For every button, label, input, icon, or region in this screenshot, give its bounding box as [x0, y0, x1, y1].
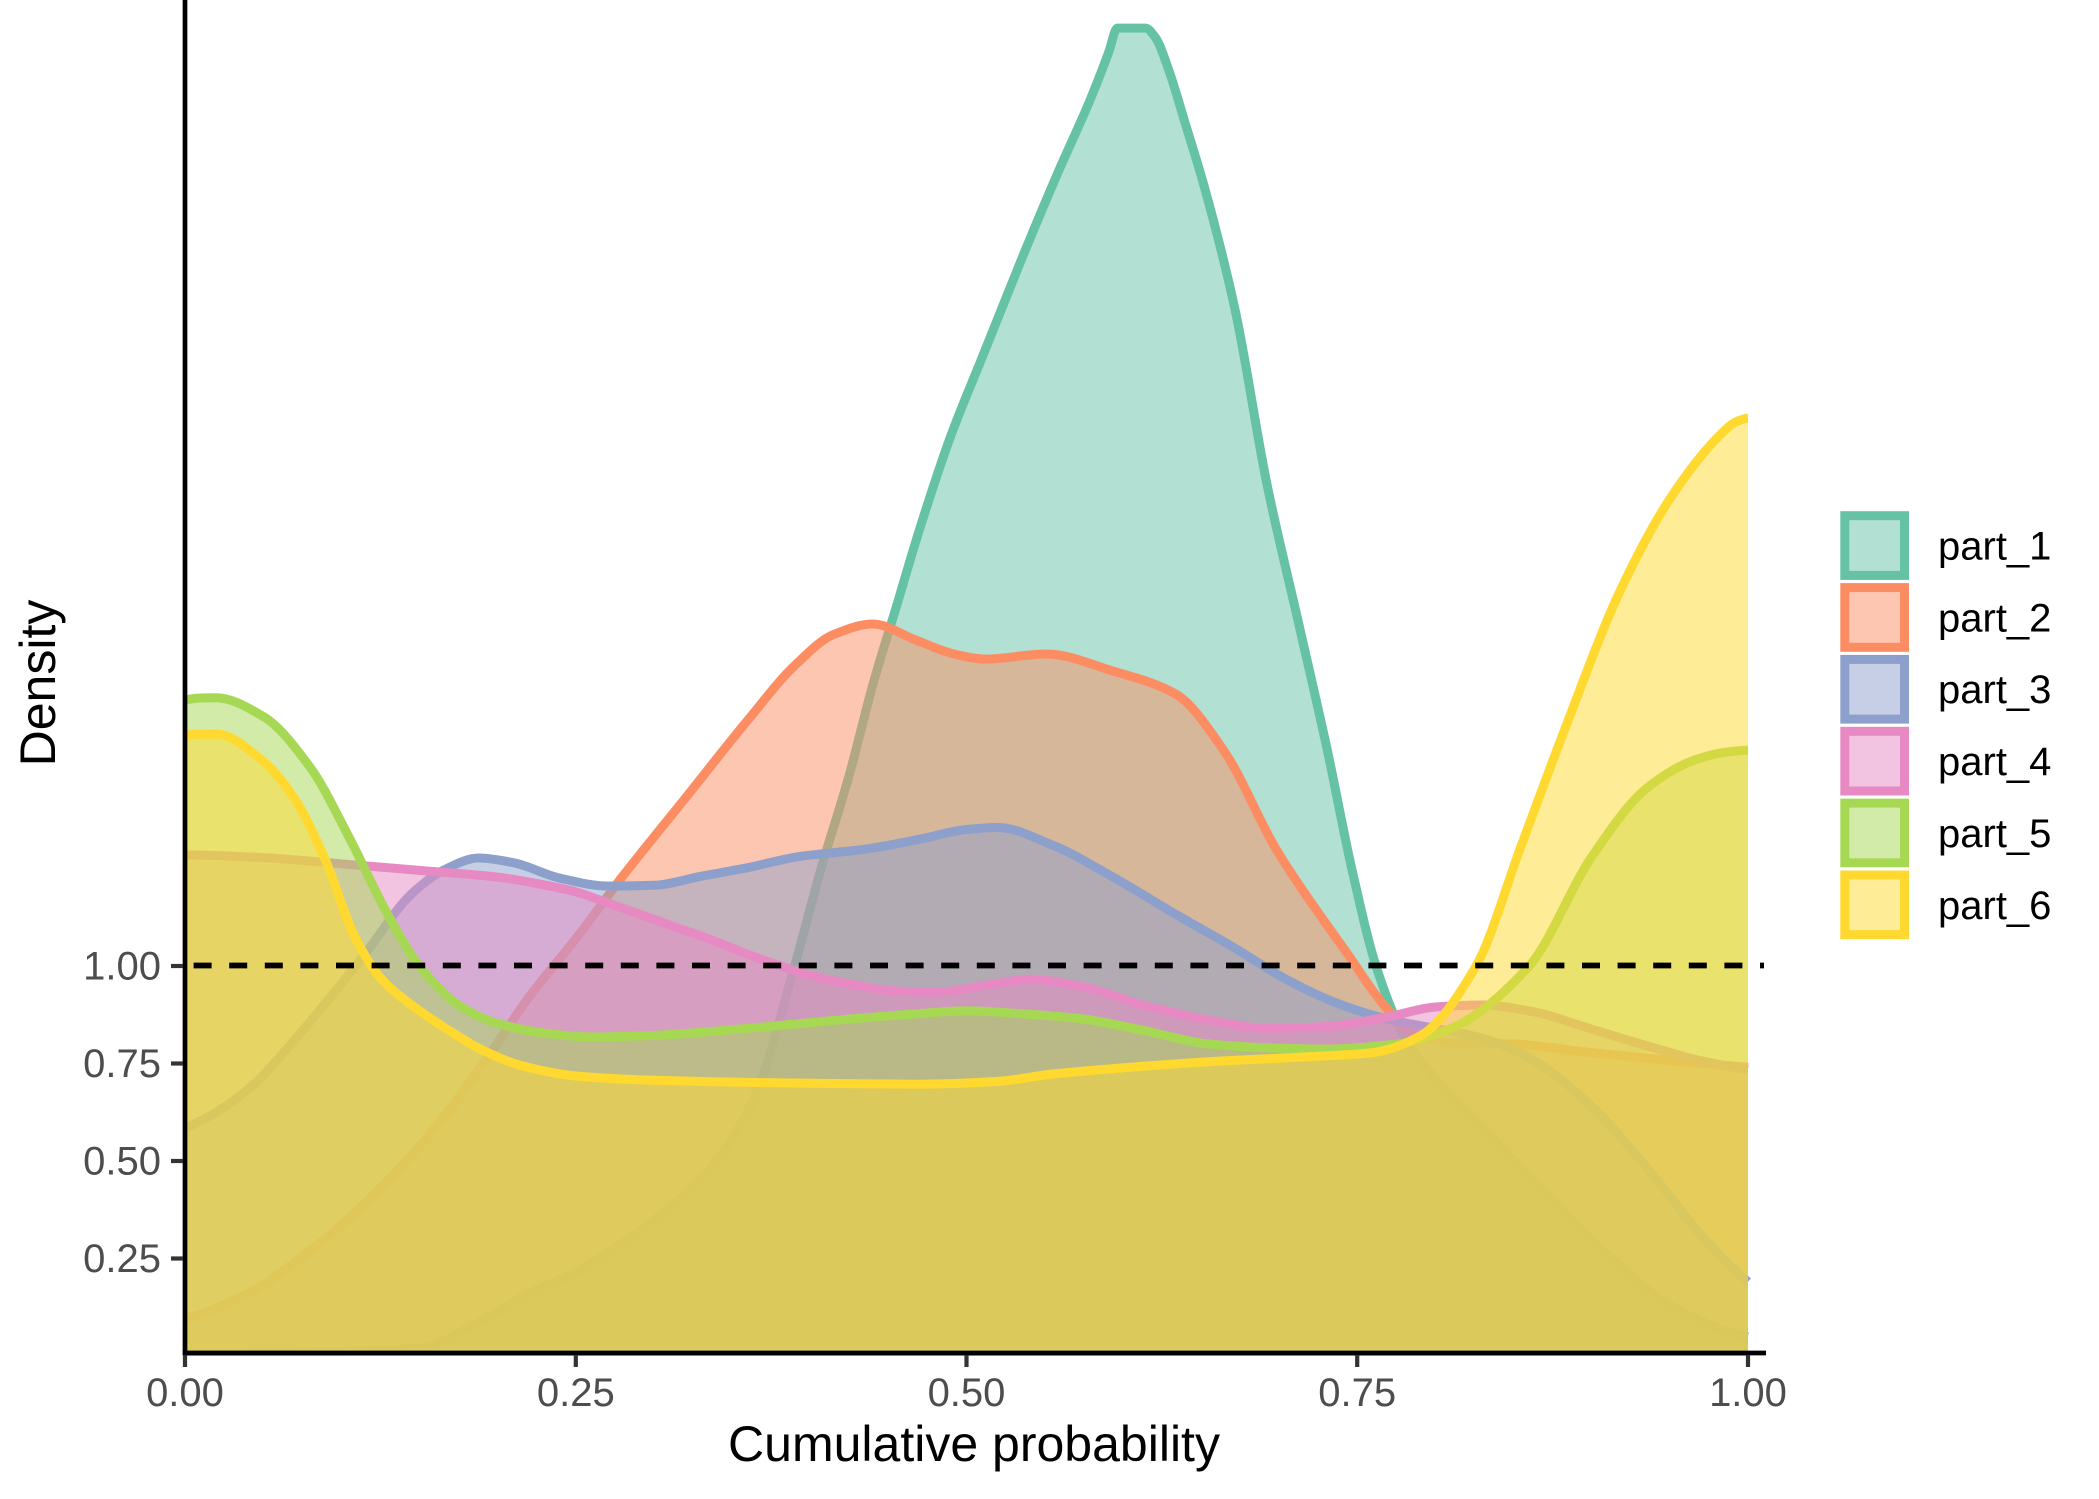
- svg-text:0.50: 0.50: [83, 1140, 161, 1184]
- svg-text:0.75: 0.75: [1318, 1371, 1396, 1415]
- svg-text:0.00: 0.00: [146, 1371, 224, 1415]
- svg-text:0.75: 0.75: [83, 1042, 161, 1086]
- svg-text:0.25: 0.25: [83, 1237, 161, 1281]
- svg-text:1.00: 1.00: [1709, 1371, 1787, 1415]
- svg-text:0.50: 0.50: [928, 1371, 1006, 1415]
- svg-text:part_3: part_3: [1938, 668, 2051, 712]
- svg-text:part_1: part_1: [1938, 525, 2051, 569]
- svg-text:part_4: part_4: [1938, 740, 2051, 784]
- svg-text:part_6: part_6: [1938, 884, 2051, 928]
- svg-text:Density: Density: [10, 600, 66, 767]
- svg-text:part_2: part_2: [1938, 597, 2051, 641]
- svg-text:0.25: 0.25: [537, 1371, 615, 1415]
- svg-text:1.00: 1.00: [83, 945, 161, 989]
- svg-text:part_5: part_5: [1938, 812, 2051, 856]
- svg-text:Cumulative probability: Cumulative probability: [728, 1416, 1220, 1472]
